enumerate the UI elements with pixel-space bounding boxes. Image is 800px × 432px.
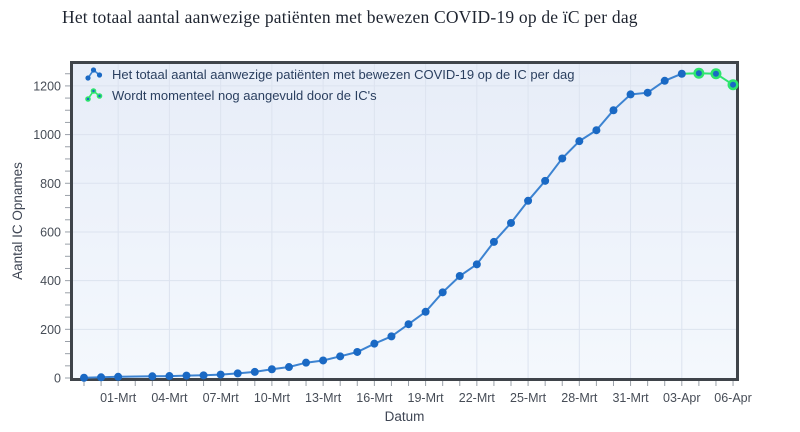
data-point (319, 356, 328, 365)
data-point (609, 106, 618, 115)
x-tick-label: 16-Mrt (356, 391, 393, 405)
data-point-pending-center (695, 70, 702, 77)
x-tick-label: 22-Mrt (459, 391, 496, 405)
data-point (421, 307, 430, 316)
data-point (558, 154, 567, 163)
data-point (660, 76, 669, 85)
data-point (643, 88, 652, 97)
x-axis-title: Datum (385, 409, 425, 424)
data-point (404, 320, 413, 329)
plot-background (73, 64, 736, 378)
series-line-pending (681, 72, 734, 86)
x-tick-label: 10-Mrt (254, 391, 291, 405)
data-point (438, 288, 447, 297)
green-scatter-icon (85, 88, 103, 102)
x-tick-label: 28-Mrt (561, 391, 598, 405)
data-point (575, 137, 584, 146)
y-tick-label: 1000 (33, 128, 61, 142)
data-point (455, 272, 464, 281)
y-tick-label: 200 (40, 323, 61, 337)
data-point (148, 372, 157, 381)
data-point (80, 373, 88, 382)
x-tick-label: 07-Mrt (203, 391, 240, 405)
y-axis-title: Aantal IC Opnames (10, 162, 25, 280)
x-tick-label: 06-Apr (714, 391, 752, 405)
legend-item-patients[interactable]: Het totaal aantal aanwezige patiënten me… (84, 66, 575, 82)
x-tick-label: 25-Mrt (510, 391, 547, 405)
y-tick-label: 800 (40, 177, 61, 191)
y-tick-label: 1200 (33, 79, 61, 93)
data-point (216, 370, 225, 379)
data-point (182, 371, 191, 380)
chart-title: Het totaal aantal aanwezige patiënten me… (62, 7, 638, 27)
data-point (233, 369, 242, 378)
x-tick-label: 04-Mrt (151, 391, 188, 405)
legend-label-patients: Het totaal aantal aanwezige patiënten me… (112, 66, 575, 82)
data-point (302, 358, 311, 367)
data-point (507, 218, 515, 227)
data-point (165, 372, 174, 381)
x-tick-label: 19-Mrt (408, 391, 445, 405)
data-point (114, 372, 123, 381)
data-point (370, 339, 379, 348)
data-point (626, 90, 635, 99)
x-tick-label: 31-Mrt (612, 391, 649, 405)
data-point (387, 332, 396, 341)
data-point (472, 260, 481, 269)
data-point (541, 176, 550, 185)
data-point (524, 196, 533, 205)
y-tick-label: 600 (40, 225, 61, 239)
plot-border (70, 61, 739, 381)
blue-scatter-icon (85, 67, 103, 81)
data-point (592, 126, 601, 135)
x-tick-label: 13-Mrt (305, 391, 342, 405)
x-tick-label: 01-Mrt (100, 391, 137, 405)
legend: Het totaal aantal aanwezige patiënten me… (84, 66, 575, 103)
data-point (489, 237, 498, 246)
data-point (284, 363, 293, 372)
y-tick-label: 0 (54, 372, 61, 386)
data-point-pending-center (730, 81, 737, 88)
plot-canvas: 01-Mrt 04-Mrt 07-Mrt 10-Mrt 13-Mrt 16-Mrt 19-M… (10, 61, 752, 424)
data-point (336, 352, 345, 361)
data-point-pending-center (712, 70, 719, 77)
x-tick-label: 03-Apr (663, 391, 701, 405)
data-point (97, 373, 106, 382)
legend-label-pending: Wordt momenteel nog aangevuld door de IC… (112, 87, 377, 103)
data-point (677, 69, 686, 78)
data-point (353, 347, 362, 356)
data-point (199, 371, 208, 380)
data-point (250, 367, 259, 376)
legend-item-pending[interactable]: Wordt momenteel nog aangevuld door de IC… (84, 87, 575, 103)
y-tick-label: 400 (40, 274, 61, 288)
data-point (267, 365, 276, 374)
